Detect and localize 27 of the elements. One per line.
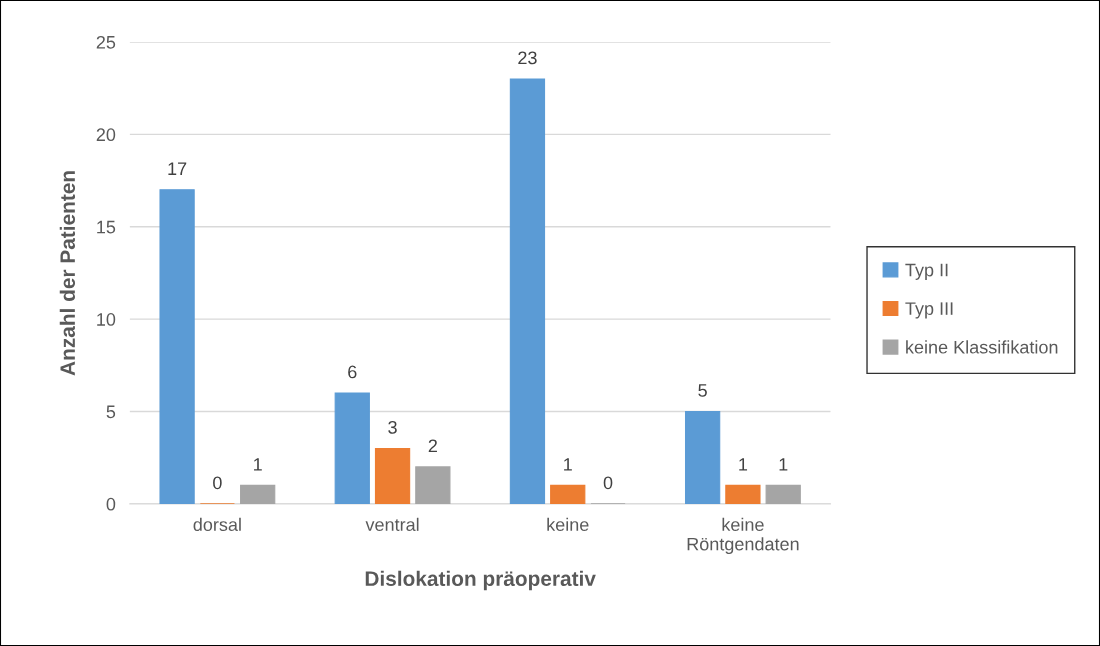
- x-tick-label: keine Röntgendaten: [687, 517, 799, 555]
- data-label: 1: [254, 458, 262, 471]
- data-label: 0: [603, 476, 613, 490]
- data-label: 2: [428, 439, 437, 453]
- y-tick-label: 5: [106, 405, 116, 419]
- data-label: 1: [564, 458, 572, 471]
- data-label: 1: [779, 458, 788, 471]
- data-label: 0: [213, 476, 222, 490]
- y-tick-label: 10: [97, 313, 116, 326]
- x-tick-label: keine: [547, 517, 589, 532]
- y-tick-label: 0: [106, 497, 116, 511]
- x-axis-title: Dislokation präoperativ: [365, 570, 596, 591]
- data-label: 23: [518, 51, 537, 65]
- data-label: 6: [348, 365, 357, 379]
- y-tick-label: 15: [97, 220, 116, 234]
- x-tick-label: dorsal: [193, 517, 241, 532]
- x-tick-label: ventral: [365, 517, 419, 532]
- data-label: 17: [168, 162, 187, 175]
- data-label: 5: [698, 384, 707, 397]
- y-axis-title: Anzahl der Patienten: [59, 171, 76, 376]
- y-tick-label: 25: [96, 35, 116, 49]
- data-label: 1: [739, 458, 748, 471]
- legend-label: Typ II: [905, 263, 948, 280]
- legend-label: keine Klassifikation: [906, 340, 1058, 354]
- y-tick-label: 20: [96, 128, 116, 142]
- legend-label: Typ III: [905, 302, 953, 319]
- data-label: 3: [388, 420, 397, 434]
